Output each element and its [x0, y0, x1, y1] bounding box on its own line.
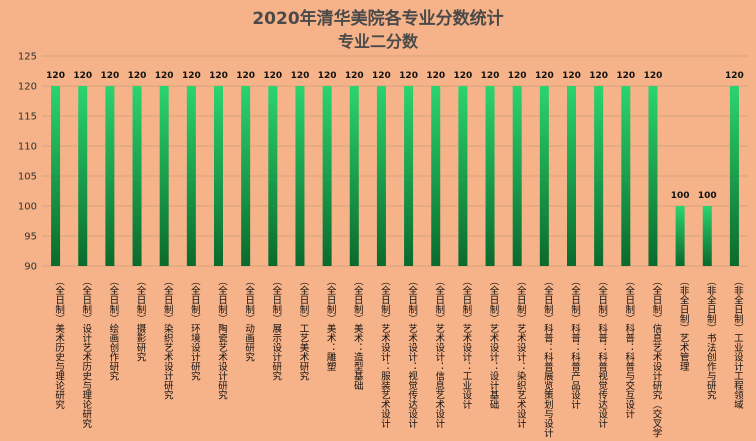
- category-label: （全日制）科普：科普展览策划与设计: [542, 276, 554, 438]
- data-label: 100: [671, 191, 690, 201]
- data-labels: 120 120 120 120 120 120 120 120 120 120 120 120 120 1…: [46, 71, 744, 201]
- bar: [404, 86, 414, 266]
- data-label: 120: [318, 71, 337, 81]
- category-label: （非全日制）书法创作与研究: [705, 276, 717, 400]
- bar: [105, 86, 115, 266]
- bar: [512, 86, 522, 266]
- data-label: 120: [589, 71, 608, 81]
- category-label: （全日制）艺术设计：染织艺术设计: [515, 276, 527, 429]
- data-label: 120: [399, 71, 418, 81]
- category-label: （全日制）展示设计研究: [270, 276, 282, 381]
- bar: [78, 86, 88, 266]
- y-tick-label: 120: [18, 82, 37, 93]
- y-tick-label: 115: [18, 112, 37, 123]
- bar: [322, 86, 332, 266]
- category-label: （全日制）绘画创作研究: [107, 276, 119, 381]
- data-label: 120: [209, 71, 228, 81]
- category-label: （全日制）艺术设计：工业设计: [460, 276, 472, 410]
- bar: [485, 86, 495, 266]
- bar: [186, 86, 196, 266]
- category-label: （全日制）信息艺术设计研究（交叉学: [650, 276, 662, 438]
- category-labels: （全日制）美术历史与理论研究 （全日制）设计艺术历史与理论研究 （全日制）绘画创作研…: [53, 276, 744, 438]
- data-label: 120: [236, 71, 255, 81]
- category-label: （全日制）艺术设计：信息艺术设计: [433, 276, 445, 429]
- data-label: 100: [698, 191, 717, 201]
- bar: [268, 86, 278, 266]
- category-label: （非全日制）艺术管理: [678, 276, 690, 371]
- category-label: （全日制）科普：科普产品设计: [569, 276, 581, 410]
- data-label: 120: [535, 71, 554, 81]
- category-label: （全日制）工艺美术研究: [297, 276, 309, 381]
- data-label: 120: [481, 71, 500, 81]
- data-label: 120: [128, 71, 147, 81]
- data-label: 120: [644, 71, 663, 81]
- category-label: （全日制）艺术设计：服装艺术设计: [379, 276, 391, 429]
- data-label: 120: [426, 71, 445, 81]
- category-label: （非全日制）工业设计工程领域: [732, 276, 744, 409]
- data-label: 120: [155, 71, 174, 81]
- bar: [214, 86, 223, 266]
- data-label: 120: [73, 71, 92, 81]
- data-label: 120: [345, 71, 364, 81]
- bar: [241, 86, 251, 266]
- bar: [376, 86, 386, 266]
- data-label: 120: [616, 71, 635, 81]
- data-label: 120: [562, 71, 581, 81]
- category-label: （全日制）环境设计研究: [189, 276, 201, 381]
- category-label: （全日制）染织艺术设计研究: [162, 276, 174, 400]
- bar: [458, 86, 468, 266]
- category-label: （全日制）艺术设计：视觉传达设计: [406, 276, 418, 429]
- category-label: （全日制）艺术设计：设计基础: [488, 276, 500, 410]
- bar: [295, 86, 305, 266]
- category-label: （全日制）摄影研究: [135, 276, 147, 362]
- bar: [648, 86, 658, 266]
- data-label: 120: [291, 71, 310, 81]
- bar: [51, 86, 61, 266]
- category-label: （全日制）设计艺术历史与理论研究: [80, 276, 92, 429]
- bar: [539, 86, 549, 266]
- bar: [621, 86, 631, 266]
- bar: [594, 86, 604, 266]
- y-tick-label: 110: [18, 142, 37, 153]
- category-label: （全日制）美术历史与理论研究: [53, 276, 65, 410]
- chart-subtitle: 专业二分数: [338, 32, 419, 51]
- data-label: 120: [182, 71, 201, 81]
- data-label: 120: [372, 71, 391, 81]
- y-tick-label: 125: [18, 52, 37, 63]
- data-label: 120: [453, 71, 472, 81]
- data-label: 120: [508, 71, 527, 81]
- category-label: （全日制）动画研究: [243, 276, 255, 362]
- category-label: （全日制）陶瓷艺术设计研究: [216, 276, 228, 400]
- bar: [132, 86, 142, 266]
- bar: [159, 86, 169, 266]
- category-label: （全日制）美术：造型基础: [352, 276, 364, 391]
- bar: [431, 86, 441, 266]
- y-tick-label: 95: [24, 232, 37, 243]
- y-axis: 90 95 100 105 110 115 120 125: [18, 52, 37, 273]
- bar: [567, 86, 576, 266]
- bars: [51, 86, 739, 266]
- category-label: （全日制）科普：科普视觉传达设计: [596, 276, 608, 429]
- bar: [349, 86, 359, 266]
- category-label: （全日制）美术：雕塑: [325, 276, 337, 371]
- data-label: 120: [263, 71, 282, 81]
- y-tick-label: 100: [18, 202, 37, 213]
- chart-title: 2020年清华美院各专业分数统计: [252, 8, 503, 29]
- bar: [702, 206, 712, 266]
- category-label: （全日制）科普：科普与交互设计: [623, 276, 635, 419]
- gridlines: [42, 55, 748, 267]
- data-label: 120: [100, 71, 119, 81]
- data-label: 120: [46, 71, 65, 81]
- y-tick-label: 105: [18, 172, 37, 183]
- data-label: 120: [725, 71, 744, 81]
- bar: [675, 206, 685, 266]
- bar: [729, 86, 739, 266]
- y-tick-label: 90: [24, 262, 37, 273]
